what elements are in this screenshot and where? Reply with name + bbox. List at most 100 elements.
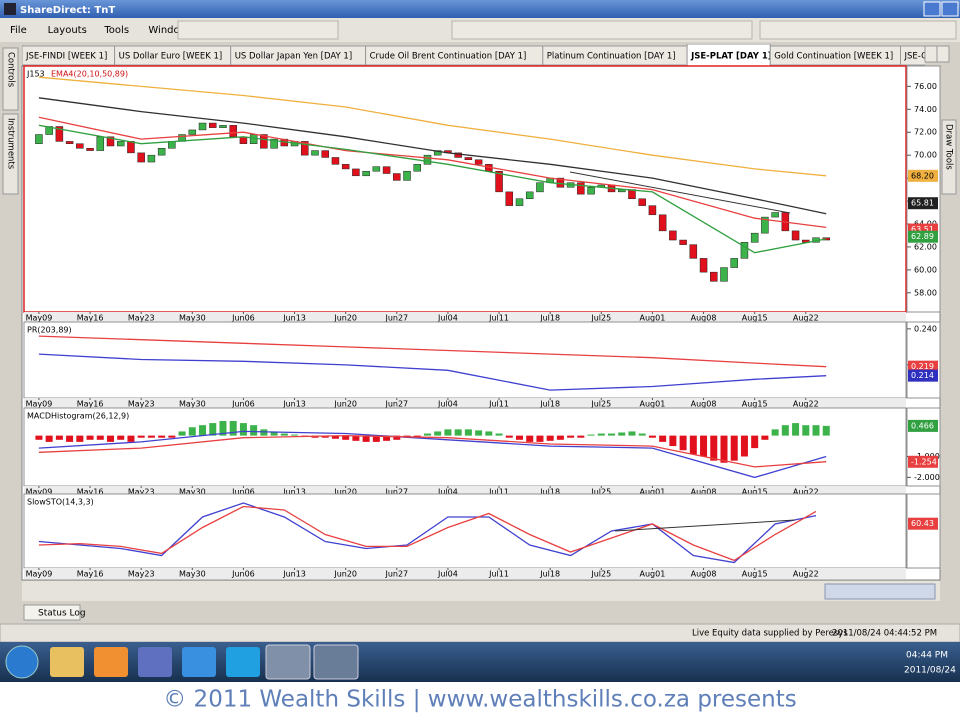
tab[interactable] (900, 45, 960, 66)
histogram-bar (55, 435, 63, 440)
start-button[interactable] (5, 645, 39, 679)
tab-scroll-right[interactable] (936, 45, 950, 63)
candle-body (219, 125, 227, 128)
histogram-bar (147, 435, 155, 438)
candle-body (76, 143, 84, 149)
histogram-bar (761, 435, 769, 440)
x-tick-label: Jul18 (539, 488, 560, 497)
value-tag-label: 0.214 (911, 371, 934, 380)
x-tick-label: May09 (26, 570, 53, 579)
candle-body (157, 148, 166, 156)
menu-item[interactable]: File (10, 25, 27, 36)
y-tick-label: 0.240 (914, 324, 937, 333)
histogram-bar (219, 421, 227, 436)
axis-strip (906, 321, 941, 399)
media-icon[interactable] (94, 647, 128, 677)
candle-body (740, 242, 749, 259)
x-tick-label: Aug08 (691, 488, 717, 497)
histogram-bar (117, 435, 125, 440)
candle-body (536, 182, 544, 193)
value-tag (908, 517, 938, 530)
tnt-icon[interactable] (265, 644, 311, 680)
candle-body (188, 129, 197, 135)
histogram-bar (587, 434, 595, 436)
candle-body (209, 122, 217, 128)
histogram-bar (209, 423, 217, 436)
value-tag-label: 65.81 (911, 199, 934, 208)
x-tick-label: May16 (77, 314, 104, 323)
y-tick-label: 58.00 (914, 288, 937, 297)
x-tick-label: Aug15 (742, 314, 768, 323)
explorer-icon[interactable] (50, 647, 84, 677)
histogram-bar (464, 429, 472, 436)
date-strip (24, 398, 906, 409)
tab-label: JSE-PLAT [DAY 1] (690, 52, 772, 62)
y-tick-label: 60.00 (914, 265, 937, 274)
x-tick-label: May30 (179, 570, 206, 579)
panel-title: MACDHistogram(26,12,9) (27, 412, 129, 421)
histogram-bar (86, 435, 94, 440)
tab-label: JSE-GOLD [DAY 1] (904, 52, 960, 62)
histogram-bar (822, 425, 830, 436)
app-icon[interactable] (138, 647, 172, 677)
candle-body (341, 164, 350, 170)
histogram-bar (250, 425, 258, 436)
menu-item[interactable]: Tools (103, 25, 129, 36)
candle-body (628, 189, 636, 199)
candle-body (638, 198, 646, 206)
doc-icon[interactable] (313, 644, 359, 680)
candle-body (116, 141, 125, 147)
x-tick-label: May16 (77, 570, 104, 579)
candle-body (127, 141, 135, 154)
clock-time: 04:44 PM (906, 651, 948, 661)
x-tick-label: May23 (128, 488, 155, 497)
histogram-bar (485, 431, 493, 436)
histogram-bar (178, 431, 186, 436)
tab-scroll-left[interactable] (924, 45, 938, 63)
ie-icon[interactable] (182, 647, 216, 677)
candle-body (710, 271, 718, 282)
x-tick-label: Aug15 (742, 570, 768, 579)
x-tick-label: Jul04 (437, 400, 458, 409)
menu-item[interactable]: Window (148, 25, 187, 36)
skype-icon[interactable] (226, 647, 260, 677)
side-tab[interactable] (2, 113, 19, 195)
histogram-bar (331, 435, 339, 439)
x-tick-label: Aug22 (793, 488, 819, 497)
x-tick-label: Aug15 (742, 400, 768, 409)
histogram-bar (107, 435, 115, 442)
histogram-bar (413, 435, 421, 437)
x-tick-label: May16 (77, 488, 104, 497)
maximize-button[interactable] (941, 1, 959, 17)
x-tick-label: Jul11 (488, 570, 509, 579)
candle-body (260, 134, 268, 149)
menu-item[interactable]: Layouts (48, 25, 87, 36)
zoom-controls[interactable] (824, 583, 936, 600)
x-tick-label: Jun06 (231, 400, 255, 409)
side-tab[interactable] (941, 119, 957, 195)
indicator-line (38, 335, 827, 368)
histogram-bar (454, 429, 462, 436)
footer-text: © 2011 Wealth Skills | www.wealthskills.… (163, 687, 797, 713)
value-tag-label: 68.20 (911, 171, 934, 180)
candle-body (403, 170, 411, 181)
candle-body (577, 182, 585, 195)
histogram-bar (188, 427, 196, 436)
scroll-bar[interactable] (22, 581, 940, 601)
side-tab[interactable] (2, 47, 19, 111)
x-tick-label: May23 (128, 400, 155, 409)
x-tick-label: Jul11 (488, 314, 509, 323)
window-title: ShareDirect: TnT (20, 5, 115, 16)
trend-line (614, 519, 796, 532)
histogram-bar (280, 433, 288, 436)
x-tick-label: Aug22 (793, 570, 819, 579)
status-log-tab[interactable] (23, 604, 81, 621)
value-tag (908, 197, 938, 210)
x-tick-label: Jun20 (333, 570, 357, 579)
histogram-bar (515, 435, 523, 440)
tab-label: Crude Oil Brent Continuation [DAY 1] (370, 52, 527, 62)
axis-strip (906, 65, 941, 313)
histogram-bar (168, 435, 176, 438)
histogram-bar (792, 423, 800, 436)
minimize-button[interactable] (923, 1, 941, 17)
